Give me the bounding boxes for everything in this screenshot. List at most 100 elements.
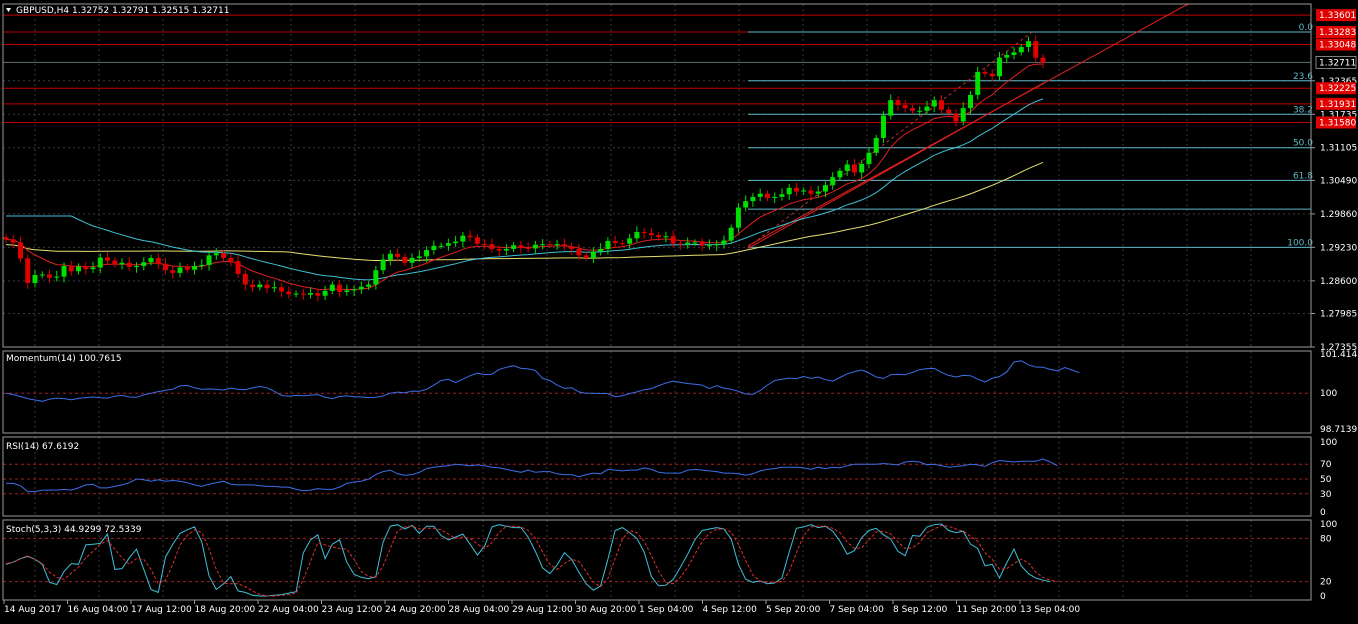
fib-level-label: 100.0 bbox=[1287, 238, 1313, 248]
candle-body bbox=[97, 257, 103, 268]
candle bbox=[460, 231, 466, 248]
candle bbox=[590, 247, 596, 264]
candle bbox=[257, 281, 263, 291]
candle-body bbox=[830, 177, 836, 186]
candle-body bbox=[902, 104, 908, 109]
candle bbox=[199, 259, 205, 270]
candle bbox=[329, 281, 335, 295]
candle bbox=[953, 108, 959, 127]
candle bbox=[47, 270, 53, 283]
candle bbox=[192, 261, 198, 275]
moving-average-fast bbox=[5, 63, 1044, 291]
candle-body bbox=[1004, 55, 1010, 58]
candle bbox=[1025, 36, 1031, 53]
price-label-box bbox=[1316, 82, 1356, 95]
candle-body bbox=[525, 247, 531, 249]
price-label-box bbox=[1316, 9, 1356, 22]
candle-body bbox=[576, 248, 582, 256]
candle bbox=[692, 239, 698, 246]
rsi-tick-label: 100 bbox=[1320, 438, 1337, 448]
candle-body bbox=[634, 231, 640, 239]
candle bbox=[605, 237, 611, 255]
candle bbox=[576, 243, 582, 260]
candle-body bbox=[888, 100, 894, 116]
price-label-text: 1.33601 bbox=[1319, 11, 1356, 21]
rsi-tick-label: 30 bbox=[1320, 490, 1332, 500]
candle-body bbox=[793, 187, 799, 192]
horizontal-levels[interactable] bbox=[3, 14, 1311, 123]
candle bbox=[946, 106, 952, 117]
candle-body bbox=[134, 265, 140, 268]
stoch-tick-label: 20 bbox=[1320, 578, 1332, 588]
price-tick-label: 1.27355 bbox=[1320, 343, 1357, 353]
candle-body bbox=[242, 273, 248, 285]
candle-body bbox=[721, 240, 727, 245]
candle bbox=[496, 245, 502, 257]
candle bbox=[786, 184, 792, 200]
candle-body bbox=[467, 235, 473, 238]
candle bbox=[511, 242, 517, 253]
rsi-tick-label: 50 bbox=[1320, 475, 1332, 485]
candle bbox=[18, 236, 24, 263]
candle bbox=[228, 253, 234, 267]
candle-body bbox=[395, 253, 401, 257]
candle bbox=[61, 262, 67, 283]
candle bbox=[184, 264, 190, 273]
level-price-label: 1.31580 bbox=[1316, 116, 1356, 129]
panel-frame-rsi bbox=[2, 436, 1312, 517]
candle-body bbox=[554, 244, 560, 246]
candle-body bbox=[561, 244, 567, 247]
price-label-text: 1.32711 bbox=[1319, 58, 1356, 68]
candle bbox=[315, 289, 321, 302]
candle-body bbox=[503, 248, 509, 251]
candle bbox=[641, 228, 647, 239]
candle-body bbox=[177, 267, 183, 273]
candle-body bbox=[199, 264, 205, 266]
candle bbox=[416, 250, 422, 262]
candle bbox=[518, 240, 524, 254]
candle-body bbox=[750, 196, 756, 202]
candle-body bbox=[126, 262, 132, 268]
candle bbox=[844, 160, 850, 176]
candle bbox=[308, 287, 314, 299]
candle bbox=[561, 238, 567, 251]
momentum-line bbox=[5, 360, 1080, 402]
moving-averages[interactable] bbox=[5, 63, 1044, 291]
candle-body bbox=[757, 193, 763, 197]
candle bbox=[293, 290, 299, 298]
candle bbox=[663, 231, 669, 243]
candle-body bbox=[235, 261, 241, 274]
candle bbox=[699, 238, 705, 251]
candle bbox=[366, 281, 372, 290]
candle-body bbox=[569, 246, 575, 249]
candle bbox=[409, 253, 415, 268]
candle-body bbox=[119, 262, 125, 265]
symbol-dropdown-icon[interactable] bbox=[6, 8, 11, 12]
candle-body bbox=[605, 240, 611, 249]
price-axis: 1.32365 1.31735 1.31105 1.30490 1.29860 1.292… bbox=[1311, 9, 1358, 602]
candle-body bbox=[221, 253, 227, 258]
trendlines[interactable] bbox=[747, 3, 1189, 249]
candlestick-series[interactable] bbox=[3, 35, 1046, 302]
panel-frame-main bbox=[2, 3, 1312, 348]
candle bbox=[438, 242, 444, 249]
candle bbox=[322, 285, 328, 301]
candle-body bbox=[184, 267, 190, 270]
candle bbox=[706, 239, 712, 250]
stoch-tick-label: 100 bbox=[1320, 520, 1337, 530]
level-price-label: 1.32225 bbox=[1316, 82, 1356, 95]
candle-body bbox=[1018, 47, 1024, 53]
price-label-box bbox=[1316, 97, 1356, 110]
candle-body bbox=[540, 244, 546, 246]
candle bbox=[540, 239, 546, 250]
moving-average-slow bbox=[5, 161, 1044, 261]
candle bbox=[380, 253, 386, 275]
candle bbox=[830, 172, 836, 190]
candle bbox=[170, 266, 176, 279]
candle bbox=[779, 188, 785, 201]
fibonacci-retracement[interactable]: 0.0 23.6 38.2 50.0 61.8 100.0 bbox=[747, 23, 1313, 248]
candle-body bbox=[917, 110, 923, 112]
candle-body bbox=[155, 257, 161, 264]
